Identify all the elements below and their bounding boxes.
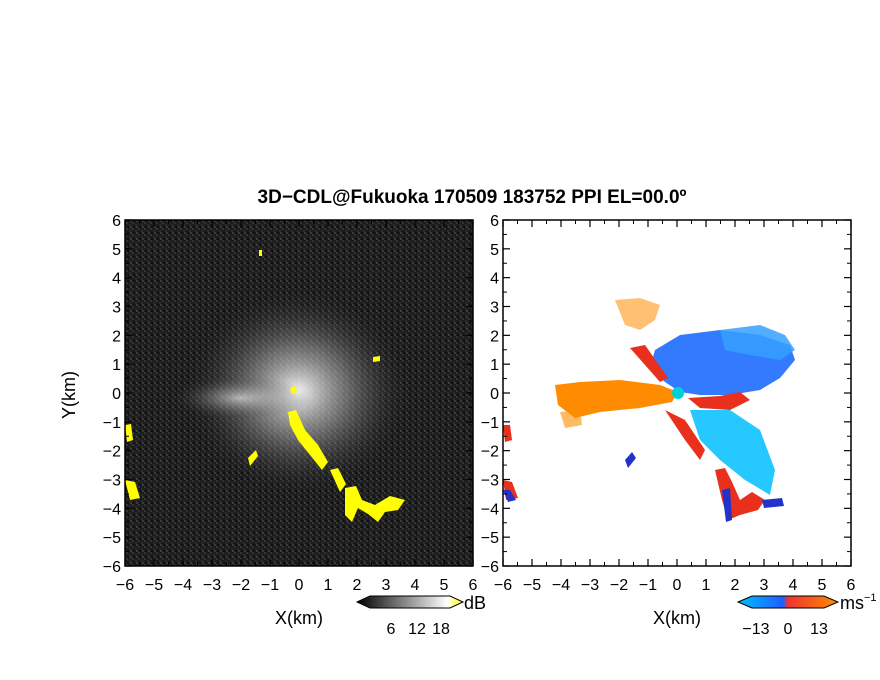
reflectivity-colorbar-bar [355,595,465,609]
velocity-colorbar-label: −13 [742,621,769,638]
reflectivity-xtick-label: 3 [382,577,391,594]
velocity-colorbar-bar [736,595,840,609]
reflectivity-xtick-label: 4 [411,577,420,594]
reflectivity-ytick-label: 2 [112,328,121,345]
velocity-ytick-label: −1 [481,415,499,432]
velocity-xtick-label: 2 [731,577,740,594]
velocity-ytick-label: −2 [481,444,499,461]
reflectivity-xtick-label: 0 [295,577,304,594]
velocity-colorbar-label: 13 [810,621,828,638]
velocity-ytick-label: −3 [481,473,499,490]
velocity-xtick-label: −4 [552,577,570,594]
velocity-ytick-label: 6 [490,213,499,230]
reflectivity-ytick-label: −2 [103,444,121,461]
reflectivity-xtick-label: 1 [324,577,333,594]
velocity-xtick-label: −1 [639,577,657,594]
velocity-xtick-label: −6 [494,577,512,594]
x-axis-label-right: X(km) [653,608,701,628]
velocity-ytick-label: 0 [490,386,499,403]
velocity-ytick-label: 5 [490,242,499,259]
velocity-orange-region [555,298,678,428]
velocity-colorbar: ms−1 −13 0 13 [736,592,877,638]
reflectivity-xtick-label: 6 [469,577,478,594]
velocity-xtick-label: −5 [523,577,541,594]
reflectivity-ytick-label: 6 [112,213,121,230]
velocity-ytick-label: −5 [481,530,499,547]
velocity-xtick-label: 1 [702,577,711,594]
reflectivity-xtick-label: −6 [116,577,134,594]
reflectivity-ytick-label: 4 [112,271,121,288]
reflectivity-xtick-label: 2 [353,577,362,594]
velocity-xtick-label: −3 [581,577,599,594]
velocity-blue-edges [503,452,784,522]
velocity-xtick-label: 3 [760,577,769,594]
reflectivity-colorbar: dB 6 12 18 [355,593,486,638]
reflectivity-ytick-label: −5 [103,530,121,547]
chart-title: 3D−CDL@Fukuoka 170509 183752 PPI EL=00.0… [257,187,687,208]
velocity-colorbar-unit-sup: −1 [864,592,877,604]
reflectivity-ytick-label: 1 [112,357,121,374]
y-axis-label: Y(km) [59,371,79,419]
velocity-xtick-label: 5 [818,577,827,594]
reflectivity-ytick-label: 3 [112,300,121,317]
reflectivity-ytick-label: −4 [103,501,121,518]
reflectivity-xtick-label: −3 [203,577,221,594]
reflectivity-xtick-label: −1 [261,577,279,594]
reflectivity-yellow-features [125,250,405,522]
velocity-ytick-label: −4 [481,501,499,518]
x-axis-label-left: X(km) [275,608,323,628]
velocity-ytick-label: 2 [490,328,499,345]
reflectivity-xtick-label: −4 [174,577,192,594]
velocity-axes: −6−6 −5 −5 −4 −4 −3 −3 −2 −2 −1 −1 0 0 1 1 2 2 3 3 4 4 5 5 6 6 [481,213,856,594]
reflectivity-ytick-label: −3 [103,473,121,490]
velocity-xtick-label: 4 [789,577,798,594]
reflectivity-xtick-label: 5 [440,577,449,594]
reflectivity-ytick-label: 5 [112,242,121,259]
velocity-ytick-label: 1 [490,357,499,374]
velocity-blue-region [650,325,795,495]
velocity-center [672,387,684,399]
velocity-xtick-label: 0 [673,577,682,594]
reflectivity-colorbar-unit: dB [464,593,486,613]
svg-text:ms−1: ms−1 [840,592,877,613]
velocity-ytick-label: 3 [490,300,499,317]
reflectivity-ytick-label: 0 [112,386,121,403]
velocity-ytick-label: −6 [481,559,499,576]
reflectivity-colorbar-label: 18 [432,621,450,638]
reflectivity-panel: −6−6 −5 −5 −4 −4 −3 −3 −2 −2 −1 −1 0 0 1 1 2 2 3 3 4 4 5 5 6 6 [103,213,478,594]
reflectivity-ytick-label: −1 [103,415,121,432]
reflectivity-ytick-label: −6 [103,559,121,576]
velocity-colorbar-label: 0 [784,621,793,638]
reflectivity-echo-west [170,376,310,420]
reflectivity-xtick-label: −2 [232,577,250,594]
velocity-xtick-label: −2 [610,577,628,594]
velocity-ytick-label: 4 [490,271,499,288]
velocity-colorbar-unit: ms [840,593,864,613]
velocity-xtick-label: 6 [847,577,856,594]
reflectivity-xtick-label: −5 [145,577,163,594]
reflectivity-colorbar-label: 12 [408,621,426,638]
reflectivity-axes: −6−6 −5 −5 −4 −4 −3 −3 −2 −2 −1 −1 0 0 1 1 2 2 3 3 4 4 5 5 6 6 [103,213,478,594]
velocity-panel: −6−6 −5 −5 −4 −4 −3 −3 −2 −2 −1 −1 0 0 1 1 2 2 3 3 4 4 5 5 6 6 [481,213,856,594]
reflectivity-colorbar-label: 6 [387,621,396,638]
